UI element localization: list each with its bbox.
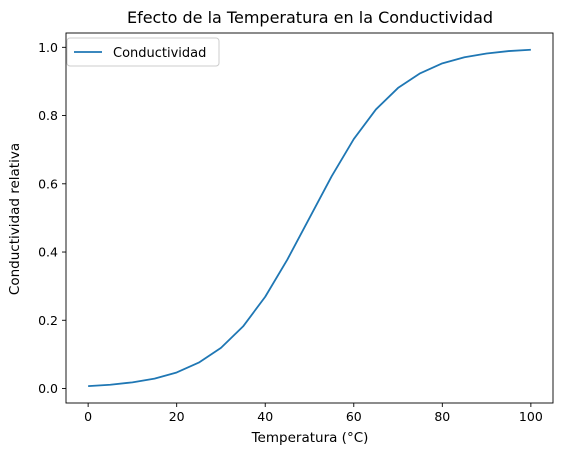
plot-area: 0 20 40 60 80 100 0.0 0.2 0.4 0.6 0.8 1.0 bbox=[38, 32, 554, 424]
x-tick-label: 20 bbox=[169, 409, 185, 424]
y-tick-label: 1.0 bbox=[38, 40, 58, 55]
x-tick-label: 40 bbox=[257, 409, 273, 424]
x-tick-label: 100 bbox=[519, 409, 543, 424]
x-axis-label: Temperatura (°C) bbox=[251, 430, 369, 446]
series-line-0 bbox=[88, 48, 531, 388]
x-tick-label: 60 bbox=[346, 409, 362, 424]
axes-frame bbox=[65, 32, 554, 404]
legend-box bbox=[66, 37, 220, 67]
chart-title: Efecto de la Temperatura en la Conductiv… bbox=[127, 8, 493, 27]
y-axis-label: Conductividad relativa bbox=[7, 143, 23, 295]
y-tick-label: 0.4 bbox=[38, 245, 58, 260]
y-tick-label: 0.8 bbox=[38, 108, 58, 123]
legend: Conductividad bbox=[66, 37, 220, 67]
legend-label: Conductividad bbox=[113, 46, 206, 61]
y-tick-label: 0.2 bbox=[38, 313, 58, 328]
y-tick-label: 0.0 bbox=[38, 381, 58, 396]
y-tick-label: 0.6 bbox=[38, 176, 58, 191]
x-tick-label: 0 bbox=[84, 409, 92, 424]
x-tick-label: 80 bbox=[434, 409, 450, 424]
